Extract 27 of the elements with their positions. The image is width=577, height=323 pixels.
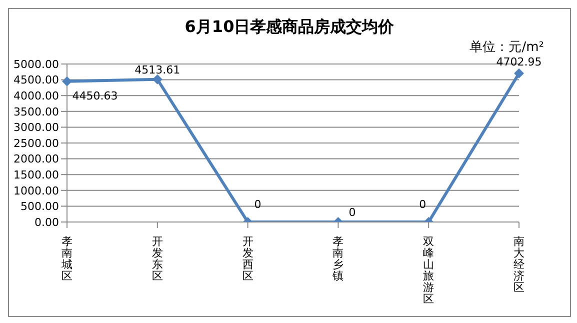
y-tick-label: 0.00 — [34, 216, 59, 229]
y-tick-label: 4500.00 — [14, 74, 59, 87]
y-tick-label: 3500.00 — [14, 105, 59, 118]
x-tick-label: 开发西区 — [242, 235, 254, 282]
data-label: 0 — [419, 198, 426, 211]
y-tick-label: 3000.00 — [14, 121, 59, 134]
y-tick-label: 2000.00 — [14, 152, 59, 166]
data-label: 4450.63 — [72, 89, 118, 102]
y-tick-label: 1500.00 — [14, 168, 59, 182]
x-tick-label: 南大经济区 — [514, 235, 524, 294]
y-tick-label: 2500.00 — [14, 136, 59, 150]
x-tick-label: 孝南城区 — [60, 235, 72, 282]
data-label: 4702.95 — [496, 55, 542, 68]
y-tick-label: 4000.00 — [14, 90, 59, 103]
x-tick-label: 开发东区 — [152, 235, 163, 282]
data-label: 4513.61 — [134, 63, 180, 76]
point — [514, 68, 524, 78]
y-tick-label: 500.00 — [20, 200, 59, 214]
x-tick-label: 孝南乡镇 — [332, 235, 344, 282]
data-label: 0 — [348, 206, 356, 219]
data-label: 0 — [254, 198, 262, 211]
y-tick-label: 5000.00 — [14, 58, 59, 71]
y-tick-label: 1000.00 — [14, 184, 59, 198]
chart-title: 6月10日孝感商品房成交均价 — [184, 17, 396, 38]
point — [152, 74, 162, 84]
text: 单位：元/m² — [470, 40, 544, 55]
x-tick-label: 双峰山旅游区 — [423, 235, 434, 306]
